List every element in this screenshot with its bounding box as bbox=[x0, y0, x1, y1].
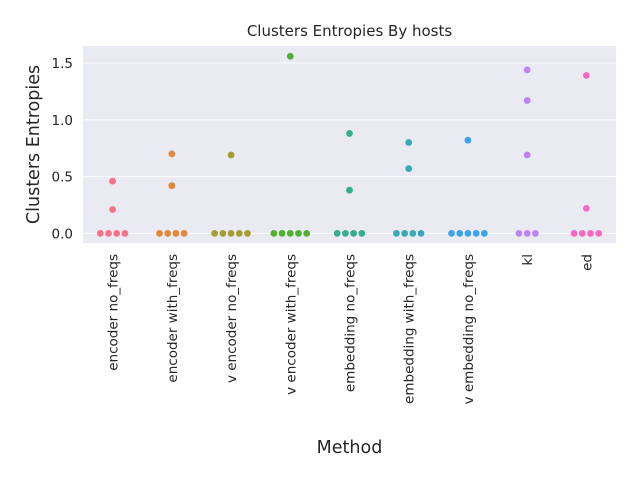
data-point bbox=[168, 150, 176, 158]
x-tick-label: v encoder no_freqs bbox=[224, 254, 240, 383]
data-point bbox=[587, 229, 594, 237]
data-point bbox=[531, 229, 539, 237]
data-point bbox=[303, 229, 311, 237]
data-point bbox=[172, 229, 180, 237]
x-tick-label: encoder with_freqs bbox=[165, 254, 181, 383]
data-point bbox=[417, 229, 425, 237]
data-point bbox=[244, 229, 251, 237]
y-axis-label: Clusters Entropies bbox=[24, 65, 44, 224]
y-tick-labels: 0.0 0.5 1.0 1.5 bbox=[52, 56, 73, 242]
plot-background bbox=[83, 46, 616, 243]
x-tick-label: ed bbox=[579, 254, 595, 271]
data-point bbox=[405, 139, 413, 146]
data-point bbox=[350, 229, 357, 237]
data-point bbox=[211, 229, 219, 237]
data-point bbox=[219, 229, 227, 237]
y-tick-label: 0.5 bbox=[52, 170, 73, 186]
data-point bbox=[105, 229, 112, 237]
data-point bbox=[342, 229, 349, 237]
data-point bbox=[523, 151, 531, 159]
data-point bbox=[235, 229, 243, 237]
data-point bbox=[570, 229, 578, 237]
data-point bbox=[109, 177, 117, 185]
data-points bbox=[96, 52, 603, 237]
data-point bbox=[109, 206, 117, 213]
x-tick-label: v encoder with_freqs bbox=[283, 254, 299, 395]
data-point bbox=[456, 229, 464, 237]
data-point bbox=[401, 229, 409, 237]
data-point bbox=[582, 72, 590, 79]
x-tick-label: embedding with_freqs bbox=[402, 254, 418, 404]
data-point bbox=[346, 186, 353, 194]
data-point bbox=[523, 66, 531, 74]
data-point bbox=[472, 229, 480, 237]
data-point bbox=[227, 229, 235, 237]
data-point bbox=[405, 165, 413, 173]
data-point bbox=[393, 229, 400, 237]
x-tick-label: encoder no_freqs bbox=[106, 254, 122, 371]
data-point bbox=[595, 229, 603, 237]
data-point bbox=[168, 182, 176, 190]
data-point bbox=[333, 229, 341, 237]
data-point bbox=[464, 136, 472, 144]
data-point bbox=[164, 229, 172, 237]
data-point bbox=[523, 229, 531, 237]
y-tick-label: 1.5 bbox=[52, 56, 73, 72]
data-point bbox=[121, 229, 129, 237]
x-tick-label: embedding no_freqs bbox=[343, 254, 359, 392]
data-point bbox=[156, 229, 163, 237]
data-point bbox=[409, 229, 417, 237]
chart-title: Clusters Entropies By hosts bbox=[247, 22, 453, 40]
data-point bbox=[286, 229, 294, 237]
data-point bbox=[113, 229, 121, 237]
y-tick-label: 1.0 bbox=[52, 113, 73, 129]
data-point bbox=[515, 229, 523, 237]
data-point bbox=[523, 97, 531, 104]
data-point bbox=[286, 52, 294, 60]
x-axis-label: Method bbox=[317, 438, 383, 458]
data-point bbox=[464, 229, 472, 237]
data-point bbox=[346, 130, 353, 137]
y-tick-label: 0.0 bbox=[52, 226, 73, 242]
x-tick-labels: encoder no_freqs encoder with_freqs v enco… bbox=[106, 254, 596, 404]
data-point bbox=[278, 229, 286, 237]
x-tick-label: v embedding no_freqs bbox=[461, 254, 477, 404]
data-point bbox=[582, 204, 590, 212]
data-point bbox=[180, 229, 188, 237]
data-point bbox=[578, 229, 586, 237]
x-tick-label: kl bbox=[520, 254, 536, 266]
data-point bbox=[358, 229, 366, 237]
data-point bbox=[480, 229, 488, 237]
data-point bbox=[295, 229, 302, 237]
data-point bbox=[270, 229, 278, 237]
data-point bbox=[96, 229, 104, 237]
data-point bbox=[448, 229, 455, 237]
data-point bbox=[227, 151, 235, 159]
